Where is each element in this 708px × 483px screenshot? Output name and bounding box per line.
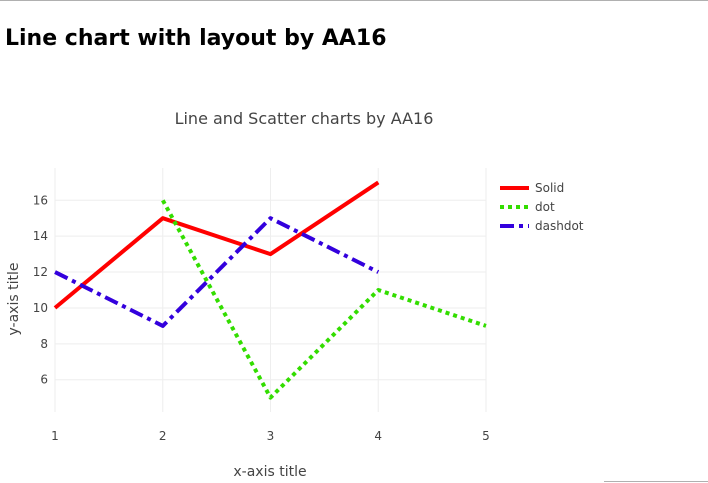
x-tick-label: 5 [482,429,490,443]
series-lines [53,180,487,400]
legend-label-dashdot: dashdot [535,219,584,233]
series-line-dashdot [54,216,380,328]
bottom-divider [604,481,708,482]
x-tick-label: 4 [374,429,382,443]
y-tick-label: 10 [33,301,48,315]
series-line-dot [161,199,487,400]
x-tick-label: 1 [51,429,59,443]
y-axis-ticks: 6 8 10 12 14 16 [33,193,48,386]
x-tick-label: 3 [267,429,275,443]
legend: Solid dot dashdot [500,181,584,233]
y-tick-label: 16 [33,193,48,207]
legend-label-solid: Solid [535,181,564,195]
y-axis-title: y-axis title [6,263,22,336]
y-tick-label: 6 [40,373,48,387]
grid [54,168,487,412]
x-tick-label: 2 [159,429,167,443]
page-heading: Line chart with layout by AA16 [5,26,387,51]
x-axis-title: x-axis title [233,464,306,480]
y-tick-label: 8 [40,337,48,351]
y-tick-label: 14 [33,229,48,243]
x-axis-ticks: 1 2 3 4 5 [51,429,490,443]
y-tick-label: 12 [33,265,48,279]
chart-title: Line and Scatter charts by AA16 [175,109,434,128]
top-divider [0,0,708,1]
series-line-solid [53,180,380,310]
legend-label-dot: dot [535,200,555,214]
